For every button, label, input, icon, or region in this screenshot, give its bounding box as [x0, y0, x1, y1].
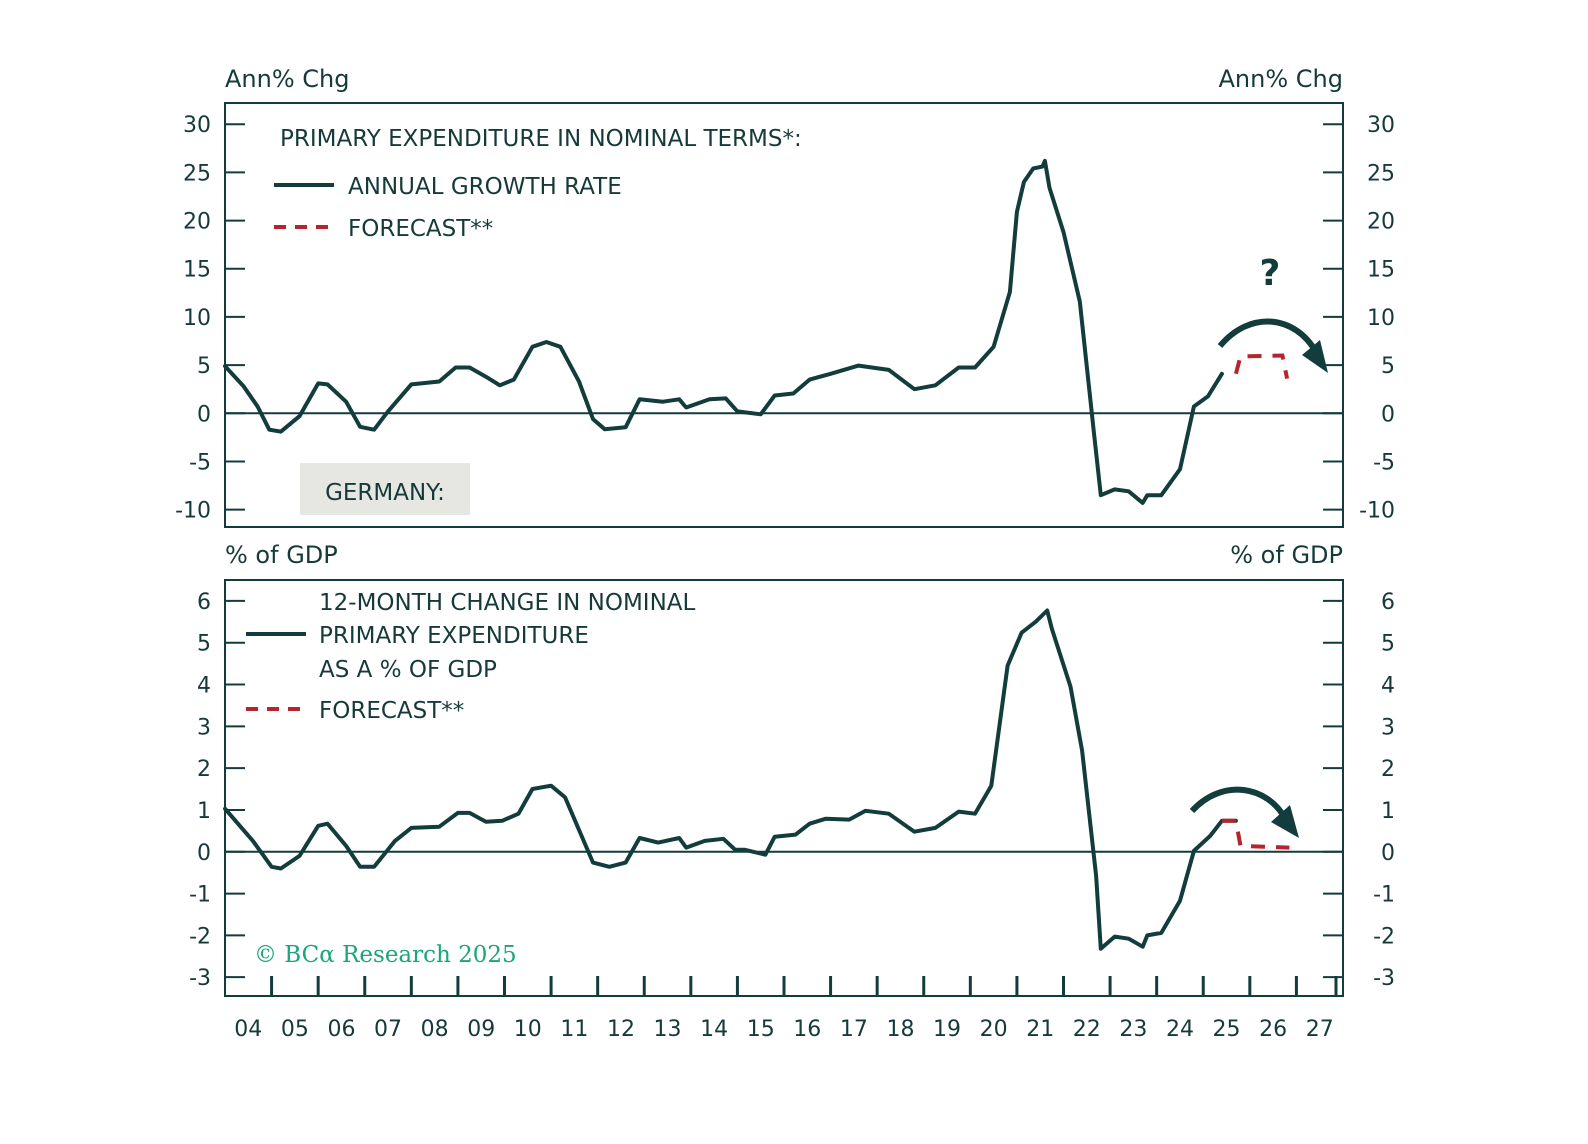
- country-badge-label: GERMANY:: [325, 480, 445, 506]
- x-tick-label: 06: [327, 1017, 355, 1042]
- bottom-panel: % of GDP % of GDP 6 65 54 43 32 21 10 0-1 -1-2 -2…: [189, 541, 1395, 1042]
- top-left-ytick-label: 10: [183, 306, 211, 331]
- bottom-left-ytick-label: -1: [189, 883, 211, 908]
- x-axis-ticks: 04 05 06 07 08 09 10 11 12 13 14 15 16 17 18 19 20 21 22 23…: [234, 976, 1338, 1042]
- bottom-trend-arrow-head-icon: [1271, 805, 1299, 838]
- top-y-ticks: 30 30 25 25 20 20 15 15 10 10 5 5 0 0 -5 -5 -10 -10: [175, 113, 1395, 523]
- bottom-legend-title-line-2: PRIMARY EXPENDITURE: [319, 623, 589, 649]
- top-left-ytick-label: -10: [175, 499, 211, 524]
- top-legend-solid-label: ANNUAL GROWTH RATE: [348, 174, 622, 200]
- top-legend-dashed-label: FORECAST**: [348, 216, 493, 242]
- top-trend-arrow-curve: [1217, 318, 1319, 354]
- top-right-ytick-label: 5: [1381, 354, 1395, 379]
- bottom-legend-dashed-label: FORECAST**: [319, 698, 464, 724]
- top-left-ytick-label: -5: [189, 450, 211, 475]
- top-right-ytick-label: 20: [1367, 210, 1395, 235]
- x-tick-label: 27: [1306, 1017, 1334, 1042]
- top-right-ytick-label: -5: [1373, 450, 1395, 475]
- x-tick-label: 22: [1073, 1017, 1101, 1042]
- x-tick-label: 18: [886, 1017, 914, 1042]
- top-left-ytick-label: 0: [197, 402, 211, 427]
- top-left-ytick-label: 30: [183, 113, 211, 138]
- bottom-left-ytick-label: -2: [189, 924, 211, 949]
- bottom-right-ytick-label: 4: [1381, 674, 1395, 699]
- x-tick-label: 16: [793, 1017, 821, 1042]
- bottom-legend-title-line-1: 12-MONTH CHANGE IN NOMINAL: [319, 590, 696, 616]
- bottom-left-ytick-label: 3: [197, 715, 211, 740]
- x-tick-label: 20: [980, 1017, 1008, 1042]
- bottom-series-line: [223, 608, 1238, 951]
- x-tick-label: 11: [560, 1017, 588, 1042]
- top-left-unit-label: Ann% Chg: [225, 65, 349, 93]
- bottom-left-ytick-label: 4: [197, 674, 211, 699]
- question-mark-annotation: ?: [1260, 253, 1281, 294]
- bottom-right-ytick-label: -2: [1373, 924, 1395, 949]
- bottom-legend-title-line-3: AS A % OF GDP: [319, 657, 497, 683]
- x-tick-label: 10: [514, 1017, 542, 1042]
- top-left-ytick-label: 20: [183, 210, 211, 235]
- bottom-right-ytick-label: 2: [1381, 757, 1395, 782]
- top-right-ytick-label: 0: [1381, 402, 1395, 427]
- x-tick-label: 05: [281, 1017, 309, 1042]
- bottom-right-ytick-label: 0: [1381, 841, 1395, 866]
- bottom-right-ytick-label: 1: [1381, 799, 1395, 824]
- x-tick-label: 08: [421, 1017, 449, 1042]
- bottom-right-ytick-label: -3: [1373, 966, 1395, 991]
- top-right-ytick-label: 10: [1367, 306, 1395, 331]
- bottom-left-unit-label: % of GDP: [225, 541, 338, 569]
- top-right-ytick-label: 30: [1367, 113, 1395, 138]
- x-tick-label: 19: [933, 1017, 961, 1042]
- bottom-left-ytick-label: -3: [189, 966, 211, 991]
- x-tick-label: 25: [1213, 1017, 1241, 1042]
- x-tick-label: 09: [467, 1017, 495, 1042]
- x-tick-label: 12: [607, 1017, 635, 1042]
- bottom-right-unit-label: % of GDP: [1230, 541, 1343, 569]
- x-tick-label: 17: [840, 1017, 868, 1042]
- top-left-ytick-label: 15: [183, 258, 211, 283]
- top-panel: Ann% Chg Ann% Chg 30 30 25 25 20 20 15 15 10 10 5 5…: [175, 65, 1395, 528]
- top-left-ytick-label: 25: [183, 161, 211, 186]
- x-tick-label: 14: [700, 1017, 728, 1042]
- bottom-right-ytick-label: -1: [1373, 883, 1395, 908]
- bottom-right-ytick-label: 6: [1381, 590, 1395, 615]
- top-forecast-line: [1233, 353, 1290, 379]
- x-tick-label: 07: [374, 1017, 402, 1042]
- x-tick-label: 15: [747, 1017, 775, 1042]
- x-tick-label: 23: [1119, 1017, 1147, 1042]
- top-trend-arrow-head-icon: [1302, 340, 1328, 373]
- bottom-forecast-line: [1221, 818, 1290, 850]
- bottom-right-ytick-label: 3: [1381, 715, 1395, 740]
- x-tick-label: 24: [1166, 1017, 1194, 1042]
- country-badge: [300, 463, 470, 515]
- x-tick-label: 21: [1026, 1017, 1054, 1042]
- top-plot-frame: [224, 102, 1344, 528]
- bottom-left-ytick-label: 0: [197, 841, 211, 866]
- bottom-left-ytick-label: 2: [197, 757, 211, 782]
- x-tick-label: 04: [234, 1017, 262, 1042]
- x-tick-label: 13: [654, 1017, 682, 1042]
- bottom-left-ytick-label: 6: [197, 590, 211, 615]
- bottom-trend-arrow-curve: [1189, 786, 1289, 822]
- bottom-left-ytick-label: 1: [197, 799, 211, 824]
- bottom-left-ytick-label: 5: [197, 632, 211, 657]
- top-right-ytick-label: 15: [1367, 258, 1395, 283]
- top-right-unit-label: Ann% Chg: [1219, 65, 1343, 93]
- top-right-ytick-label: 25: [1367, 161, 1395, 186]
- bottom-y-ticks: 6 6 5 5 4 4 3 3 2 2 1 1 0 0 -1 -1 -2 -2 -3 -3: [189, 590, 1395, 991]
- bottom-right-ytick-label: 5: [1381, 632, 1395, 657]
- top-series-line: [223, 158, 1224, 505]
- top-left-ytick-label: 5: [197, 354, 211, 379]
- watermark-text: © BCα Research 2025: [254, 942, 517, 968]
- top-right-ytick-label: -10: [1359, 499, 1395, 524]
- top-legend-title: PRIMARY EXPENDITURE IN NOMINAL TERMS*:: [280, 126, 802, 152]
- x-tick-label: 26: [1259, 1017, 1287, 1042]
